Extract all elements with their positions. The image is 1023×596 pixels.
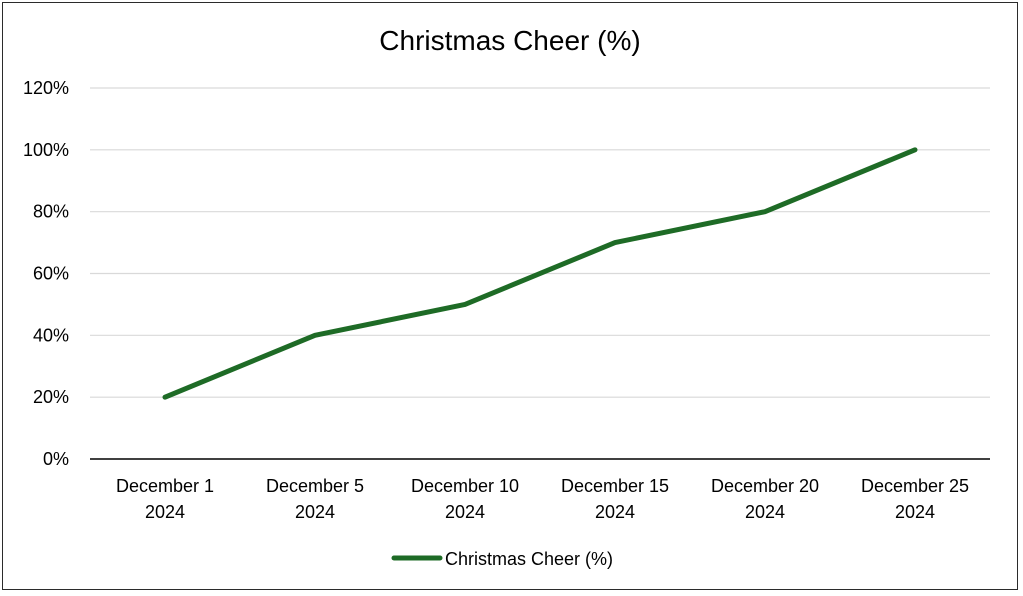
y-tick-label: 20% [33,387,69,407]
x-tick-label-line: 2024 [295,502,335,522]
x-tick-label: December 5 2024 [266,476,364,522]
y-tick-label: 100% [23,140,69,160]
x-tick-label-line: December 20 [711,476,819,496]
x-tick-label: December 20 2024 [711,476,819,522]
y-tick-label: 60% [33,264,69,284]
series-line [162,147,918,400]
legend-label: Christmas Cheer (%) [445,549,613,569]
x-tick-label-line: December 10 [411,476,519,496]
chart-frame [2,2,1018,590]
x-tick-label-line: 2024 [895,502,935,522]
y-tick-label: 40% [33,325,69,345]
x-tick-label: December 1 2024 [116,476,214,522]
x-axis-tick-labels: December 1 2024 December 5 2024 December 10 2… [116,476,969,522]
x-tick-label-line: December 25 [861,476,969,496]
y-tick-label: 80% [33,202,69,222]
x-tick-label-line: 2024 [145,502,185,522]
x-tick-label-line: December 5 [266,476,364,496]
series-layer [162,147,918,400]
y-axis-tick-labels: 0% 20% 40% 60% 80% 100% 120% [23,78,69,469]
x-tick-label: December 15 2024 [561,476,669,522]
x-tick-label-line: 2024 [595,502,635,522]
legend: Christmas Cheer (%) [391,549,613,569]
x-tick-label-line: 2024 [745,502,785,522]
gridlines [90,87,990,398]
x-tick-label: December 10 2024 [411,476,519,522]
x-tick-label: December 25 2024 [861,476,969,522]
y-tick-label: 0% [43,449,69,469]
x-tick-label-line: December 1 [116,476,214,496]
x-tick-label-line: 2024 [445,502,485,522]
chart-title: Christmas Cheer (%) [379,25,640,56]
y-tick-label: 120% [23,78,69,98]
x-tick-label-line: December 15 [561,476,669,496]
